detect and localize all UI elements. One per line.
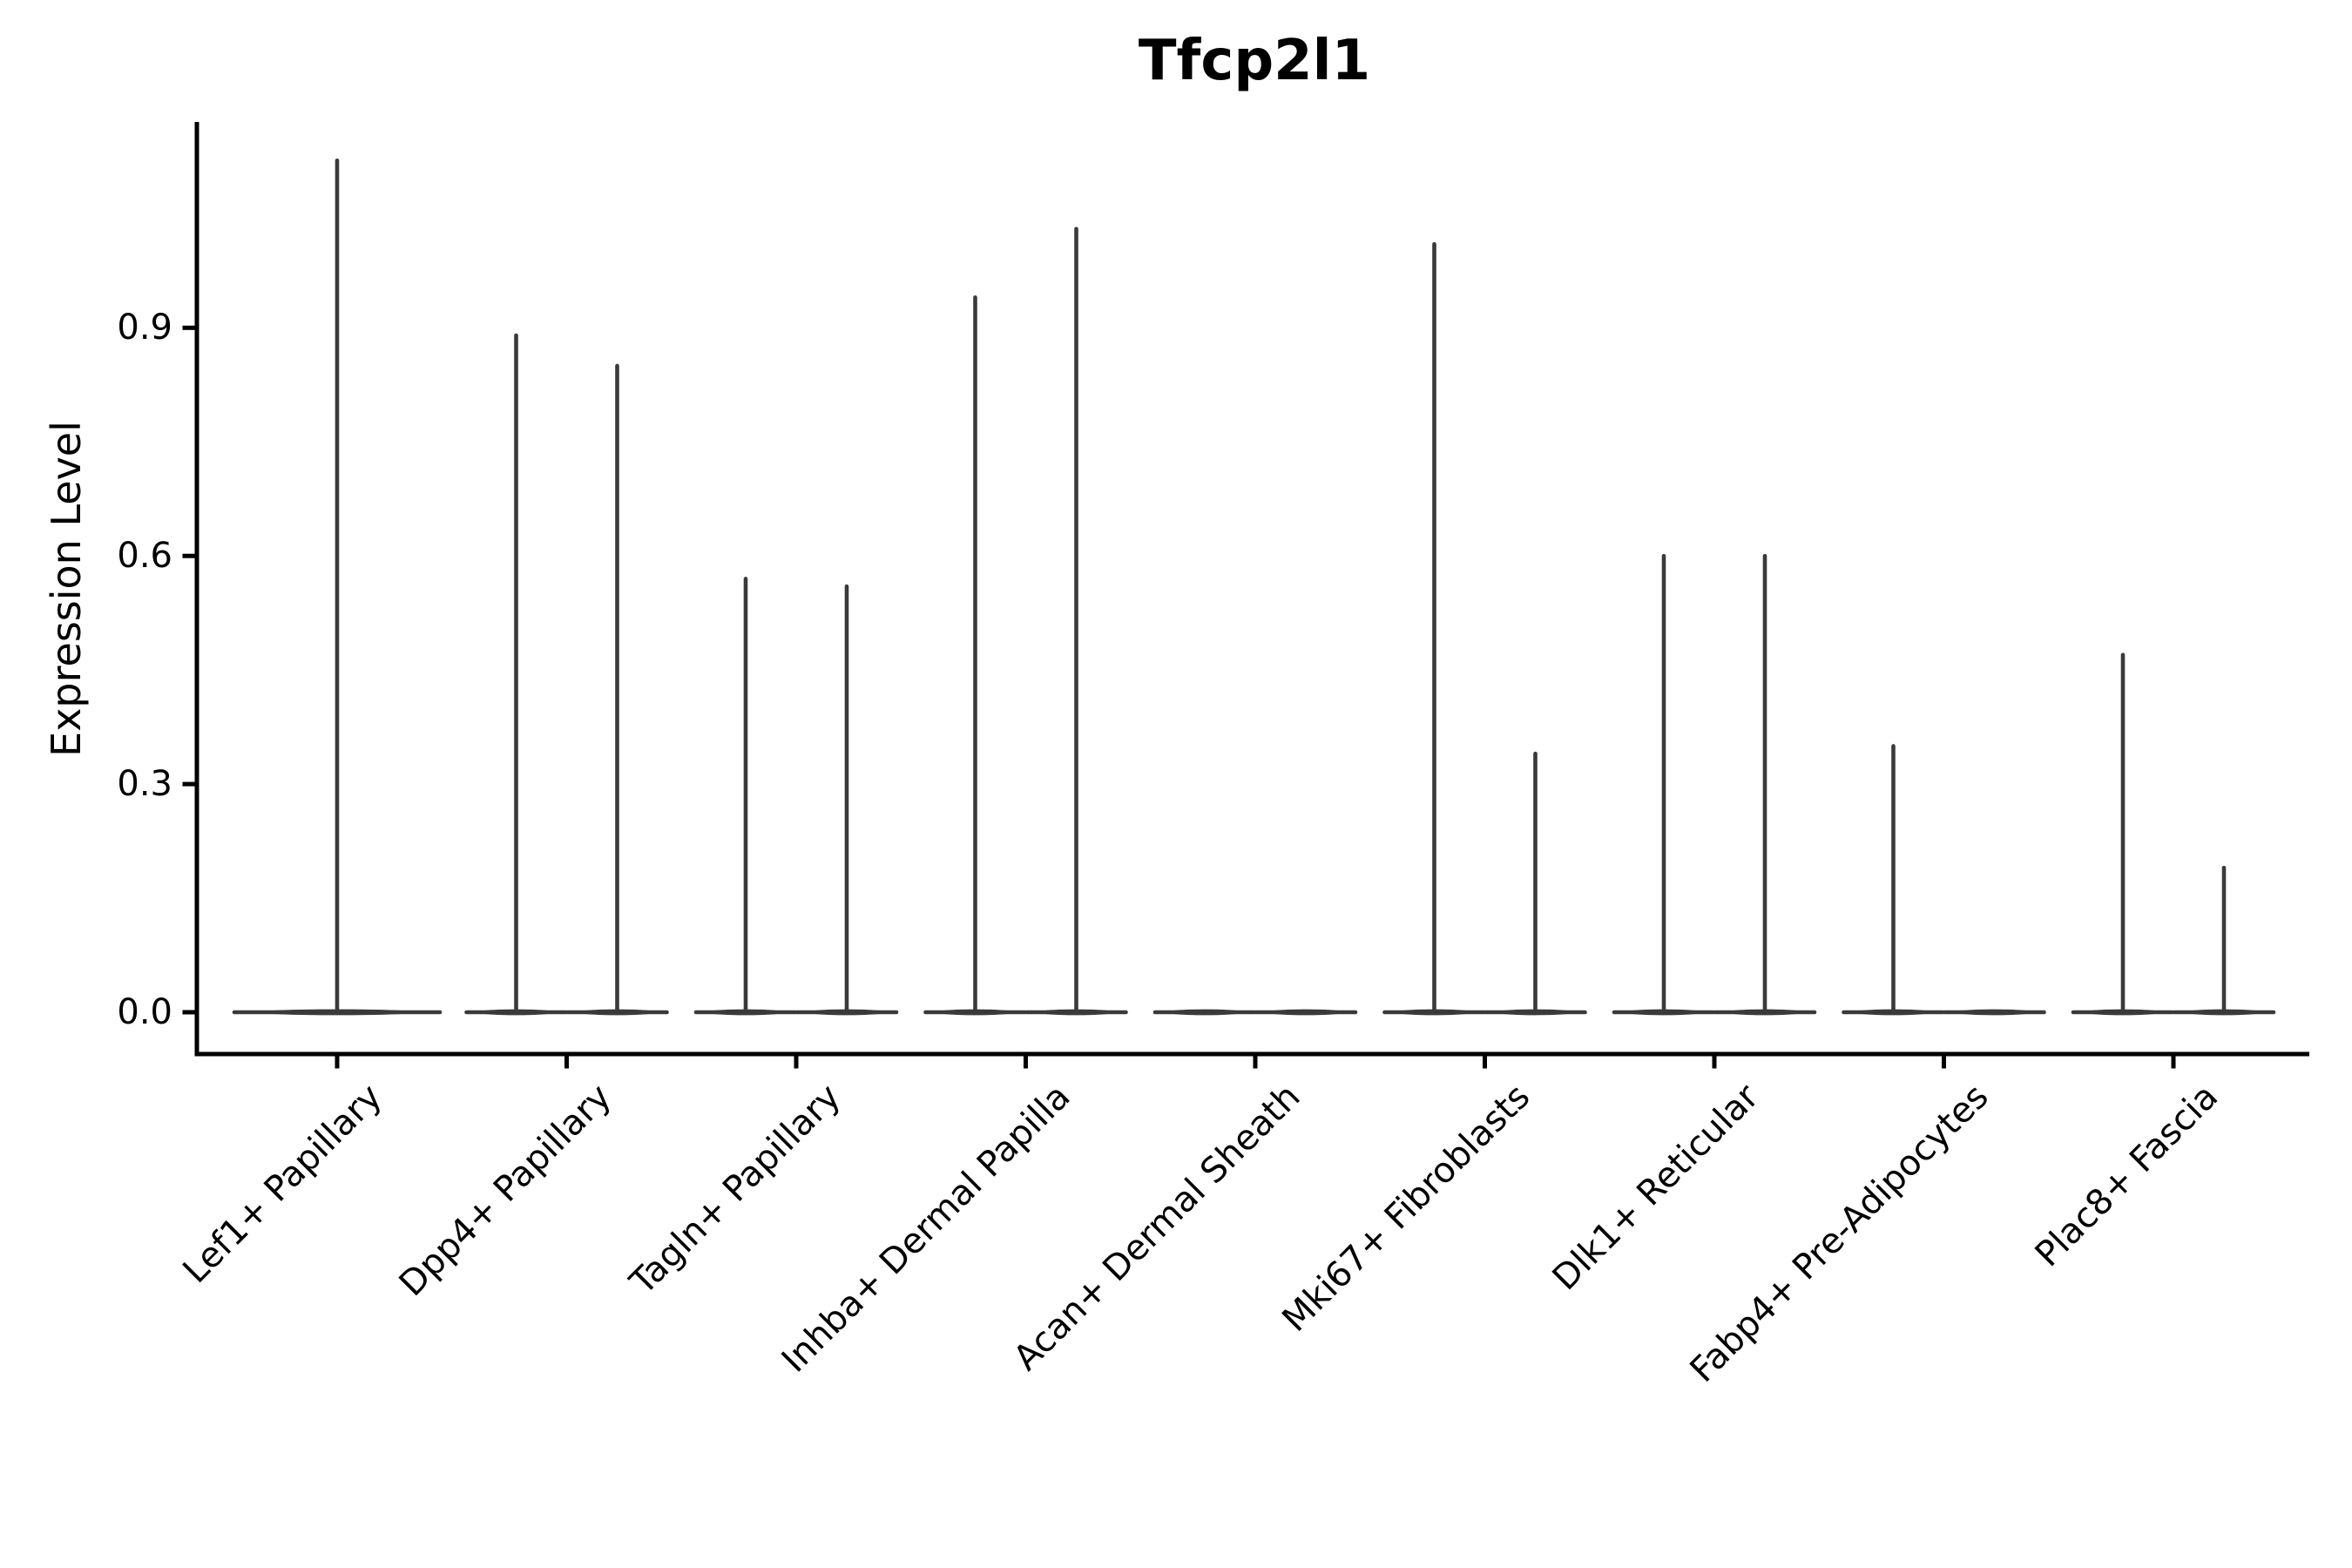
chart-title: Tfcp2l1 (1138, 29, 1371, 93)
y-tick-label: 0.9 (117, 308, 172, 348)
violin-body-bulge (1267, 1009, 1345, 1016)
violin-body-bulge (1955, 1009, 2034, 1016)
y-tick-label: 0.6 (117, 536, 172, 577)
violin-body-bulge (1166, 1009, 1244, 1016)
y-tick-label: 0.0 (117, 992, 172, 1032)
y-tick-label: 0.3 (117, 764, 172, 805)
